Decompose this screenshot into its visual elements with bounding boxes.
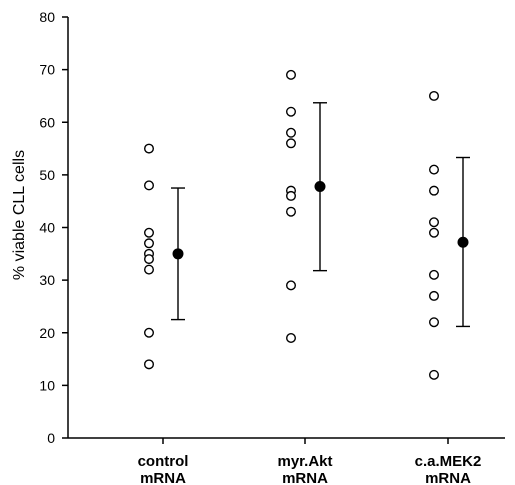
x-category-label: mRNA xyxy=(140,470,186,485)
y-tick-label: 20 xyxy=(39,325,55,341)
data-point xyxy=(429,227,440,238)
data-point xyxy=(286,333,297,344)
data-point xyxy=(429,164,440,175)
data-group xyxy=(286,69,327,344)
data-point xyxy=(286,138,297,149)
data-point xyxy=(429,185,440,196)
data-point xyxy=(143,238,154,249)
data-point xyxy=(143,359,154,370)
data-point xyxy=(429,217,440,228)
mean-point xyxy=(172,248,184,260)
x-category-label: mRNA xyxy=(282,470,328,485)
mean-point xyxy=(314,180,326,192)
plot-marks xyxy=(143,69,470,380)
mean-point xyxy=(457,236,469,248)
data-point xyxy=(286,280,297,291)
data-point xyxy=(286,69,297,80)
data-point xyxy=(429,269,440,280)
y-tick-label: 60 xyxy=(39,114,55,130)
data-point xyxy=(429,290,440,301)
y-ticks: 0 10 20 30 40 50 60 70 80 xyxy=(39,9,68,446)
x-category-label: control xyxy=(138,453,189,470)
y-tick-label: 30 xyxy=(39,272,55,288)
x-ticks xyxy=(162,438,449,444)
data-point xyxy=(286,206,297,217)
data-point xyxy=(143,327,154,338)
y-tick-label: 70 xyxy=(39,62,55,78)
data-point xyxy=(429,317,440,328)
data-point xyxy=(143,143,154,154)
y-axis: 0 10 20 30 40 50 60 70 80 xyxy=(39,9,69,446)
data-point xyxy=(143,180,154,191)
y-axis-title: % viable CLL cells xyxy=(11,150,28,280)
x-category-label: mRNA xyxy=(425,470,471,485)
y-tick-label: 10 xyxy=(39,377,55,393)
y-tick-label: 40 xyxy=(39,220,55,236)
data-point xyxy=(429,90,440,101)
data-point xyxy=(143,227,154,238)
data-group xyxy=(429,90,470,380)
data-point xyxy=(286,106,297,117)
x-category-label: c.a.MEK2 xyxy=(415,453,482,470)
data-point xyxy=(429,369,440,380)
data-point xyxy=(286,127,297,138)
x-category-label: myr.Akt xyxy=(277,453,332,470)
y-tick-label: 0 xyxy=(47,430,55,446)
y-tick-label: 50 xyxy=(39,167,55,183)
y-tick-label: 80 xyxy=(39,9,55,25)
data-point xyxy=(143,264,154,275)
data-point xyxy=(286,190,297,201)
data-group xyxy=(143,143,185,370)
data-point xyxy=(143,254,154,265)
